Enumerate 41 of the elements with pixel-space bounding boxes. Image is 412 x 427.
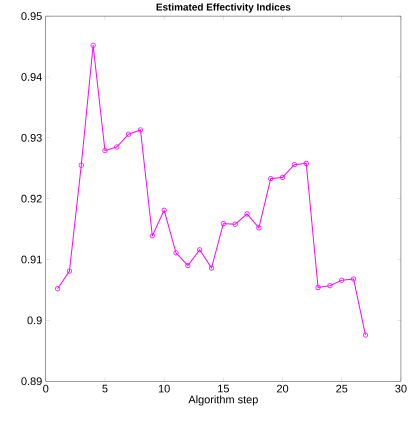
point [208, 265, 214, 271]
point [114, 144, 120, 150]
x-tick-label: 20 [277, 384, 288, 392]
x-tick-label: 30 [395, 384, 407, 392]
point [197, 247, 202, 252]
y-tick-label: 0.95 [21, 12, 42, 20]
x-tick-label: 10 [158, 384, 170, 392]
point [185, 263, 190, 268]
point [244, 211, 250, 216]
point [150, 233, 155, 238]
point [292, 162, 298, 168]
x-tick-label: 0 [43, 384, 48, 392]
point [327, 283, 333, 288]
point [90, 42, 96, 48]
point [173, 250, 179, 256]
y-tick-label: 0.92 [21, 194, 42, 203]
point [162, 208, 167, 213]
point [280, 174, 286, 180]
y-tick-label: 0.94 [21, 73, 42, 81]
point [220, 221, 226, 226]
point [78, 162, 84, 168]
y-tick-label: 0.89 [21, 377, 42, 386]
y-tick-label: 0.93 [21, 134, 42, 142]
point [102, 148, 108, 154]
point [339, 278, 344, 283]
point [268, 176, 274, 182]
x-axis-title: Algorithm step [188, 395, 258, 406]
point [256, 225, 262, 230]
y-tick-label: 0.9 [28, 316, 42, 324]
point [351, 276, 356, 282]
x-tick-label: 25 [336, 384, 348, 392]
point [304, 160, 309, 166]
x-tick-label: 5 [102, 384, 108, 392]
point [126, 132, 132, 137]
chart-title: Estimated Effectivity Indices [156, 3, 290, 13]
point [66, 268, 72, 274]
y-tick-label: 0.91 [21, 256, 42, 264]
point [232, 222, 238, 227]
point [316, 284, 321, 290]
x-tick-label: 15 [218, 384, 230, 392]
point [138, 127, 144, 132]
